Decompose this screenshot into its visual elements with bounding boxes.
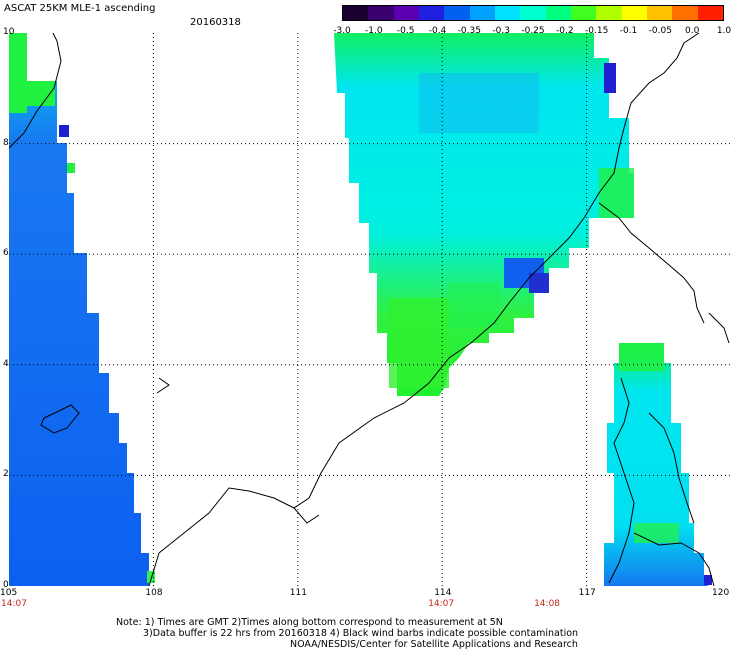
colorbar-swatch <box>444 6 470 20</box>
coastlines <box>9 33 730 586</box>
lon-tick-label: 111 <box>289 588 307 598</box>
note-line-2: 3)Data buffer is 22 hrs from 20160318 4)… <box>143 628 579 639</box>
colorbar-swatch <box>494 6 521 20</box>
lon-tick-label: 117 <box>578 588 596 598</box>
colorbar-swatch <box>368 6 394 20</box>
graticule <box>9 33 731 586</box>
time-label: 14:07 <box>428 599 455 609</box>
lon-tick-label: 105 <box>0 588 18 598</box>
colorbar-label: -0.15 <box>585 26 609 36</box>
colorbar-swatch <box>672 6 698 20</box>
colorbar-label: -0.3 <box>492 26 510 36</box>
lat-tick-label: 10 <box>3 27 15 37</box>
lat-tick-label: 4 <box>3 358 9 369</box>
colorbar-swatch <box>418 6 445 20</box>
lon-tick-label: 108 <box>145 588 163 598</box>
colorbar-label: -0.25 <box>521 26 545 36</box>
lon-tick-label: 120 <box>712 588 730 598</box>
note-line-3: NOAA/NESDIS/Center for Satellite Applica… <box>290 639 578 650</box>
time-label: 14:08 <box>534 599 561 609</box>
colorbar-swatch <box>520 6 546 20</box>
lon-tick-label: 114 <box>434 588 452 598</box>
colorbar-label: -1.0 <box>365 26 383 36</box>
lat-tick-label: 6 <box>3 248 9 259</box>
colorbar-swatch <box>646 6 673 20</box>
swath-west <box>9 33 155 586</box>
colorbar-label: -0.1 <box>619 26 638 36</box>
colorbar-swatch <box>343 6 369 20</box>
colorbar-swatch <box>570 6 597 20</box>
colorbar-swatch <box>621 6 647 20</box>
time-label: 14:07 <box>1 599 27 609</box>
colorbar-label: -0.05 <box>648 26 672 36</box>
colorbar-label: 1.0 <box>716 26 732 36</box>
colorbar-label: 0.0 <box>684 26 700 36</box>
swath-central <box>334 33 634 396</box>
colorbar-label: -0.4 <box>428 26 447 36</box>
lat-tick-label: 8 <box>3 137 9 148</box>
product-date: 20160318 <box>190 17 241 28</box>
colorbar-label: -0.5 <box>396 26 415 36</box>
colorbar <box>342 5 724 21</box>
lat-tick-label: 2 <box>3 469 9 480</box>
colorbar-label: -3.0 <box>333 26 351 36</box>
colorbar-swatch <box>393 6 419 20</box>
swath-east <box>604 343 712 586</box>
colorbar-label: -0.2 <box>556 26 574 36</box>
wind-map <box>9 33 731 586</box>
colorbar-swatch <box>545 6 571 20</box>
note-line-1: Note: 1) Times are GMT 2)Times along bot… <box>116 617 503 628</box>
product-title: ASCAT 25KM MLE-1 ascending <box>4 3 156 14</box>
colorbar-swatch <box>697 6 723 20</box>
colorbar-swatch <box>469 6 495 20</box>
colorbar-label: -0.35 <box>457 26 481 36</box>
lat-tick-label: 0 <box>3 580 9 590</box>
colorbar-swatch <box>596 6 622 20</box>
